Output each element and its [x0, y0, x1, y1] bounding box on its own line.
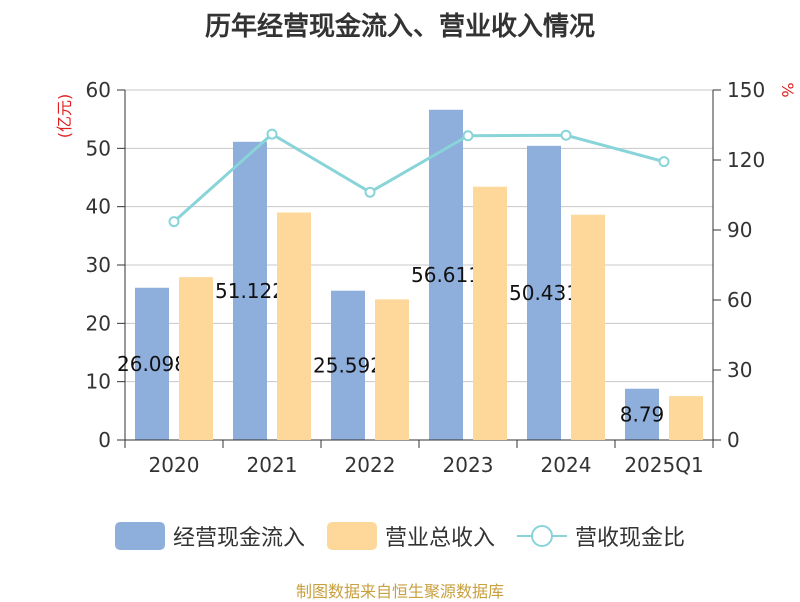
- right-tick-label: 0: [727, 428, 740, 452]
- x-tick-label: 2022: [345, 453, 396, 477]
- x-tick-label: 2020: [149, 453, 200, 477]
- bar-revenue-overlay: [277, 212, 311, 440]
- bar-cash-inflow: [527, 145, 561, 441]
- bar-cash-inflow: [331, 290, 365, 440]
- bar-cash-inflow: [135, 287, 169, 440]
- data-label-cash-inflow: 56.611: [411, 263, 481, 287]
- legend-swatch-ratio: [517, 525, 567, 547]
- legend-item-cash-inflow[interactable]: 经营现金流入: [114, 520, 305, 552]
- left-tick-label: 60: [86, 78, 111, 102]
- bar-revenue-overlay: [571, 214, 605, 440]
- ratio-point: [266, 128, 278, 140]
- bar-cash-inflow: [625, 388, 659, 440]
- x-tick-label: 2023: [443, 453, 494, 477]
- data-label-cash-inflow: 26.098: [117, 352, 187, 376]
- left-tick-label: 40: [86, 195, 111, 219]
- left-tick-label: 20: [86, 311, 111, 335]
- ratio-point: [168, 216, 180, 228]
- left-tick-label: 50: [86, 136, 111, 160]
- legend-label-ratio: 营收现金比: [575, 526, 686, 551]
- bar-cash-inflow: [429, 109, 463, 440]
- ratio-point: [658, 156, 670, 168]
- bar-cash-inflow: [233, 141, 267, 440]
- ratio-line: [173, 132, 665, 223]
- legend-swatch-revenue: [326, 522, 377, 550]
- x-tick-label: 2021: [247, 453, 298, 477]
- chart-title: 历年经营现金流入、营业收入情况: [204, 12, 595, 42]
- ratio-point: [462, 130, 474, 142]
- legend: 经营现金流入 营业总收入 营收现金比: [0, 516, 800, 556]
- data-label-cash-inflow: 8.79: [620, 402, 665, 426]
- legend-label-cash-inflow: 经营现金流入: [172, 526, 305, 551]
- legend-item-revenue[interactable]: 营业总收入: [326, 520, 495, 552]
- left-tick-label: 10: [86, 370, 111, 394]
- bar-revenue-overlay: [375, 299, 409, 440]
- axes: 0 10 20 30 40 50 60 0 30 60 90 120 150 (亿元)% 2020 2021 2…: [55, 78, 797, 477]
- right-tick-label: 60: [727, 288, 752, 312]
- x-tick-label: 2024: [541, 453, 592, 477]
- legend-item-ratio[interactable]: 营收现金比: [517, 520, 685, 552]
- legend-label-revenue: 营业总收入: [384, 526, 495, 551]
- ratio-point: [364, 186, 376, 198]
- left-tick-label: 0: [98, 428, 111, 452]
- bar-revenue-overlay: [669, 396, 703, 440]
- left-axis-unit: (亿元): [55, 94, 74, 139]
- right-tick-label: 150: [727, 78, 765, 102]
- source-note: 制图数据来自恒生聚源数据库: [295, 582, 504, 601]
- grid-lines: [125, 89, 713, 383]
- legend-swatch-cash-inflow: [114, 522, 165, 550]
- bar-revenue-overlay: [179, 277, 213, 440]
- right-axis-unit: %: [778, 82, 797, 97]
- data-labels: 26.098 51.122 25.592 56.611 50.431 8.79: [117, 186, 703, 440]
- ratio-point: [560, 129, 572, 141]
- line-layer: [168, 128, 670, 228]
- data-label-cash-inflow: 50.431: [509, 281, 579, 305]
- x-tick-label: 2025Q1: [624, 453, 703, 477]
- right-tick-label: 90: [727, 218, 752, 242]
- right-tick-label: 30: [727, 358, 752, 382]
- bar-revenue-overlay: [473, 186, 507, 440]
- data-label-cash-inflow: 51.122: [215, 279, 285, 303]
- data-label-cash-inflow: 25.592: [313, 353, 383, 377]
- left-tick-label: 30: [86, 253, 111, 277]
- right-tick-label: 120: [727, 148, 765, 172]
